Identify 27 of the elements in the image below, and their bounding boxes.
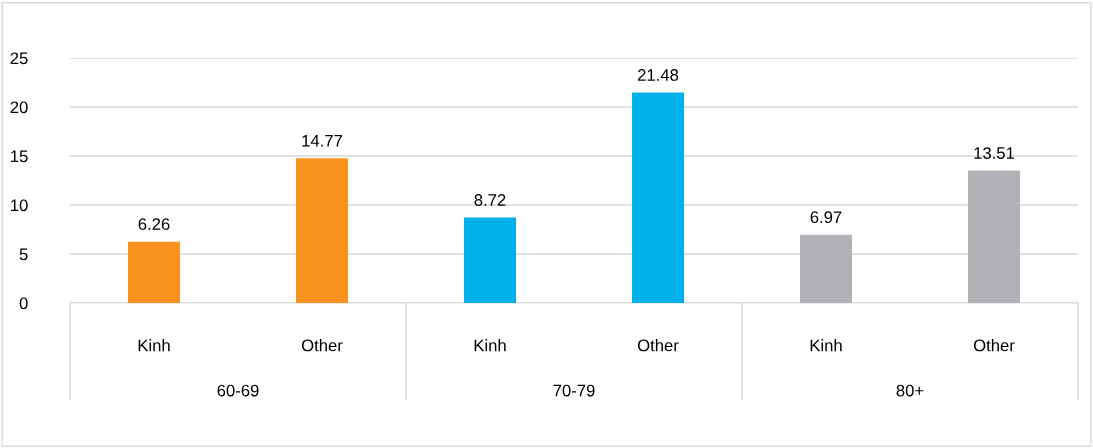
bar bbox=[463, 217, 517, 303]
x-tick-label: Other bbox=[973, 339, 1015, 352]
data-label: 8.72 bbox=[474, 194, 506, 206]
x-tick-label: Other bbox=[637, 339, 679, 352]
y-tick-label: 25 bbox=[10, 52, 28, 65]
bar bbox=[799, 234, 853, 303]
text: 60-69 bbox=[217, 384, 259, 397]
data-label: 14.77 bbox=[302, 135, 343, 147]
x-tick-label: Kinh bbox=[138, 339, 170, 352]
data-label: 6.26 bbox=[138, 218, 170, 231]
data-label: 21.48 bbox=[637, 69, 679, 81]
x-tick-label: Kinh bbox=[810, 339, 842, 352]
x-tick-label: Kinh bbox=[474, 339, 506, 352]
y-tick-label: 15 bbox=[11, 150, 28, 163]
bar bbox=[631, 92, 685, 303]
bar bbox=[295, 158, 349, 303]
bar bbox=[127, 241, 181, 303]
y-tick-label: 0 bbox=[19, 297, 28, 310]
data-label: 13.51 bbox=[974, 147, 1015, 159]
y-tick-label: 10 bbox=[11, 199, 28, 212]
data-label: 6.97 bbox=[810, 211, 842, 224]
y-tick-label: 20 bbox=[10, 101, 28, 114]
x-tick-label: Other bbox=[301, 339, 343, 352]
text: 80+ bbox=[896, 384, 924, 397]
bar bbox=[967, 170, 1021, 303]
text: 70-79 bbox=[553, 384, 595, 397]
y-tick-label: 5 bbox=[19, 248, 28, 261]
